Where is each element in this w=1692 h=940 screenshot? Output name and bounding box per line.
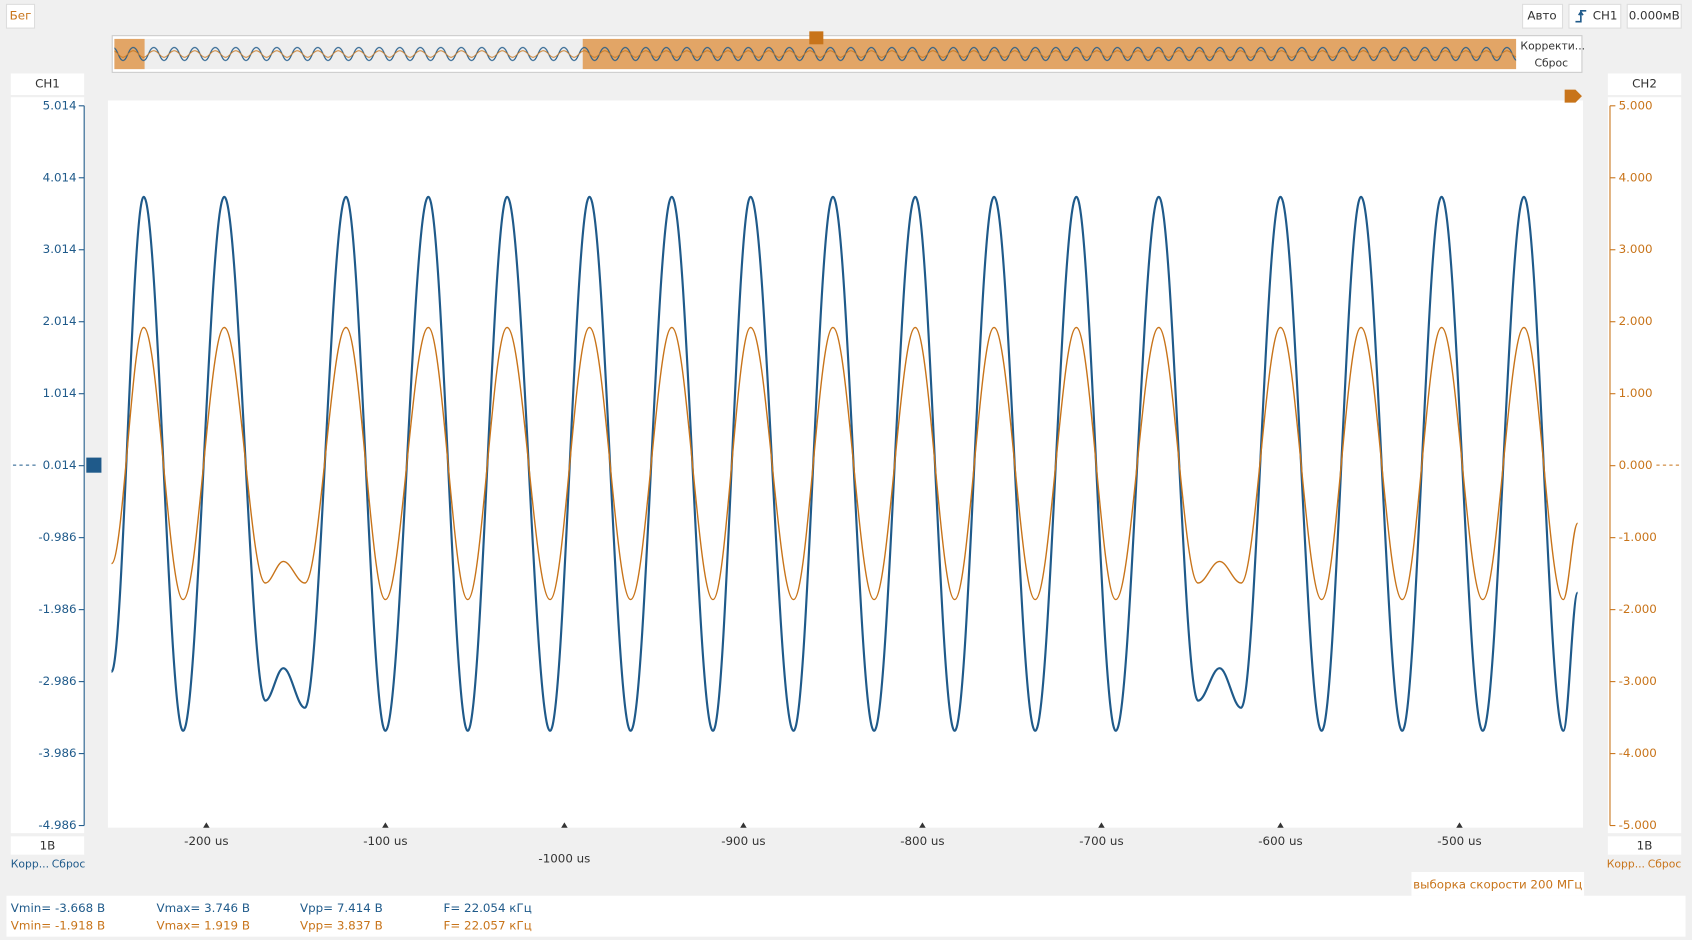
y-tick-label: -1.986 bbox=[38, 602, 76, 616]
measurement: Vpp= 3.837 В bbox=[300, 918, 383, 932]
x-tick-label: -900 us bbox=[721, 834, 765, 848]
ch2-axis-panel bbox=[1607, 97, 1682, 834]
y-tick-label: 1.014 bbox=[43, 386, 77, 400]
overview-trigger-marker[interactable] bbox=[809, 31, 824, 45]
y2-tick-label: -5.000 bbox=[1619, 818, 1657, 832]
y-tick-label: 2.014 bbox=[43, 314, 77, 328]
x-tick-label: -100 us bbox=[363, 834, 407, 848]
ch2-reset[interactable]: Сброс bbox=[1648, 857, 1682, 870]
ch2-header[interactable]: CH2 bbox=[1632, 77, 1657, 91]
y2-tick-label: -4.000 bbox=[1619, 746, 1657, 760]
y-tick-label: -3.986 bbox=[38, 746, 76, 760]
x-tick bbox=[382, 822, 389, 828]
measurements-panel bbox=[6, 895, 1686, 937]
x-tick-label: -200 us bbox=[184, 834, 228, 848]
measurement: Vmin= -1.918 В bbox=[11, 918, 105, 932]
y-tick-label: -0.986 bbox=[38, 530, 76, 544]
trigger-mode-box[interactable] bbox=[1522, 3, 1564, 29]
ch2-correct[interactable]: Корр... bbox=[1607, 857, 1645, 870]
ch1-offset-marker[interactable] bbox=[86, 457, 102, 473]
sample-rate-box bbox=[1411, 871, 1585, 896]
y-tick-label: 5.014 bbox=[43, 98, 77, 112]
overview-correct[interactable]: Корректи... bbox=[1520, 39, 1585, 52]
ch1-header[interactable]: CH1 bbox=[35, 77, 60, 91]
measurement: F= 22.057 кГц bbox=[444, 918, 532, 932]
y-tick-label: -2.986 bbox=[38, 674, 76, 688]
x-tick bbox=[740, 822, 747, 828]
trigger-source[interactable]: CH1 bbox=[1593, 9, 1618, 23]
ch2-header-box[interactable] bbox=[1607, 73, 1682, 96]
y-tick-label: 4.014 bbox=[43, 170, 77, 184]
waveform bbox=[110, 195, 1579, 732]
ch2-offset-marker[interactable] bbox=[1564, 89, 1582, 103]
ch1-scale-box[interactable] bbox=[10, 836, 85, 855]
plot-area bbox=[107, 100, 1584, 828]
ch1-correct[interactable]: Корр... bbox=[11, 857, 49, 870]
x-tick-label: -800 us bbox=[900, 834, 944, 848]
y2-tick-label: 2.000 bbox=[1619, 314, 1653, 328]
ch2-scale-box[interactable] bbox=[1607, 836, 1682, 855]
ch2-scale[interactable]: 1В bbox=[1637, 839, 1653, 853]
y2-tick-label: 1.000 bbox=[1619, 386, 1653, 400]
ch1-header-box[interactable] bbox=[10, 73, 85, 96]
x-tick-label: -700 us bbox=[1079, 834, 1123, 848]
measurement: Vmax= 1.919 В bbox=[156, 918, 250, 932]
mode-box[interactable] bbox=[5, 3, 36, 29]
y-tick-label: 3.014 bbox=[43, 242, 77, 256]
y-tick-label: -4.986 bbox=[38, 818, 76, 832]
x-tick bbox=[1098, 822, 1105, 828]
trigger-edge-icon bbox=[1575, 10, 1587, 23]
x-tick-label: -600 us bbox=[1258, 834, 1302, 848]
x-tick-label: -1000 us bbox=[538, 852, 590, 866]
y2-tick-label: -3.000 bbox=[1619, 674, 1657, 688]
x-tick bbox=[1456, 822, 1463, 828]
x-tick bbox=[203, 822, 210, 828]
y-tick-label: 0.014 bbox=[43, 458, 77, 472]
y2-tick-label: -2.000 bbox=[1619, 602, 1657, 616]
trigger-level[interactable]: 0.000мВ bbox=[1629, 9, 1680, 23]
measurement: Vmax= 3.746 В bbox=[156, 901, 250, 915]
waveform bbox=[110, 326, 1579, 601]
sample-rate: выборка скорости 200 МГц bbox=[1413, 877, 1582, 891]
overview-reset[interactable]: Сброс bbox=[1534, 57, 1568, 70]
y2-tick-label: 3.000 bbox=[1619, 242, 1653, 256]
measurement: Vmin= -3.668 В bbox=[11, 901, 105, 915]
x-tick-label: -500 us bbox=[1437, 834, 1481, 848]
measurement: Vpp= 7.414 В bbox=[300, 901, 383, 915]
ch1-reset[interactable]: Сброс bbox=[52, 857, 86, 870]
x-tick bbox=[1277, 822, 1284, 828]
ch1-axis-panel bbox=[10, 97, 85, 834]
y2-tick-label: 5.000 bbox=[1619, 98, 1653, 112]
y2-tick-label: 4.000 bbox=[1619, 170, 1653, 184]
x-tick bbox=[919, 822, 926, 828]
y2-tick-label: 0.000 bbox=[1619, 458, 1653, 472]
mode[interactable]: Бег bbox=[10, 9, 32, 23]
x-tick bbox=[561, 822, 568, 828]
trigger-mode[interactable]: Авто bbox=[1527, 9, 1556, 23]
measurement: F= 22.054 кГц bbox=[444, 901, 532, 915]
trigger-level-box[interactable] bbox=[1626, 3, 1682, 29]
ch1-scale[interactable]: 1В bbox=[40, 839, 56, 853]
y2-tick-label: -1.000 bbox=[1619, 530, 1657, 544]
